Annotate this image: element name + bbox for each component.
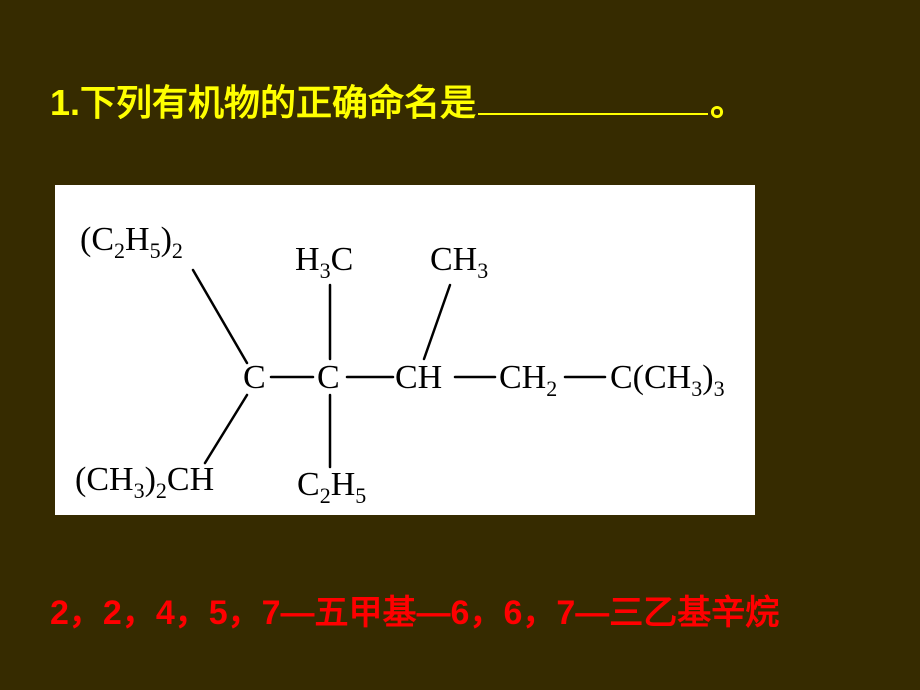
- answer-line: 2，2，4，5，7—五甲基—6，6，7—三乙基辛烷: [50, 585, 779, 634]
- question-text-before: 下列有机物的正确命名是: [80, 83, 476, 123]
- backbone-c1: C: [243, 359, 266, 396]
- backbone-cch33: C(CH3)3: [610, 359, 725, 401]
- backbone-ch: CH: [395, 359, 442, 396]
- backbone-ch2: CH2: [499, 359, 557, 401]
- label-h3c: H3C: [295, 241, 353, 283]
- question-line: 1.下列有机物的正确命名是 。: [50, 74, 746, 126]
- question-number: 1.: [50, 82, 80, 123]
- label-c2h5-2: (C2H5)2: [80, 221, 183, 263]
- label-c2h5: C2H5: [297, 466, 366, 508]
- question-text-after: 。: [710, 83, 746, 123]
- answer-blank: [478, 77, 708, 115]
- answer-text-a: 五甲基: [315, 595, 417, 632]
- structure-svg: (C2H5)2 (CH3)2CH H3C CH3 C C CH: [55, 185, 755, 515]
- answer-digits-a: 2，2，4，5，7—: [50, 594, 315, 632]
- backbone-c2: C: [317, 359, 340, 396]
- structure-box: (C2H5)2 (CH3)2CH H3C CH3 C C CH: [55, 185, 755, 515]
- answer-text-b: 三乙基辛烷: [609, 595, 779, 632]
- label-ch3: CH3: [430, 241, 488, 283]
- slide: 1.下列有机物的正确命名是 。: [0, 0, 920, 690]
- answer-digits-b: —6，6，7—: [417, 594, 610, 632]
- label-ch3-2-ch: (CH3)2CH: [75, 461, 214, 503]
